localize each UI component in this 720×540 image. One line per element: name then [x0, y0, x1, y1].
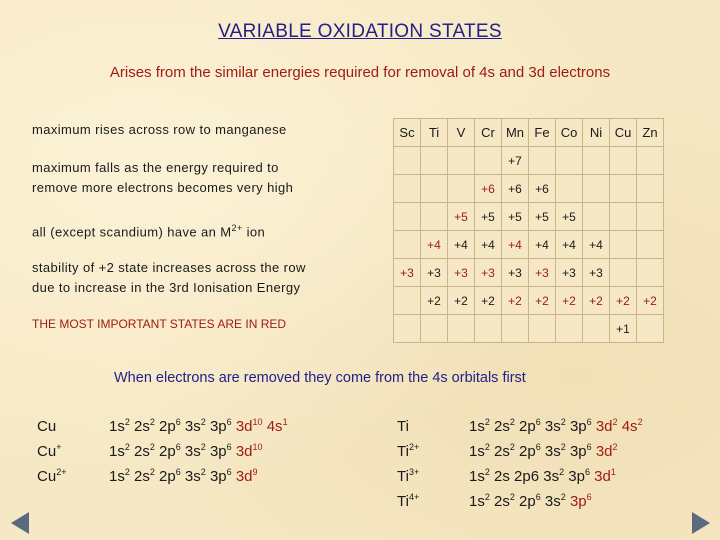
cu-ion-list: Cu Cu+ Cu2+ [37, 412, 66, 487]
state-cell: +3 [528, 258, 556, 287]
state-cell: +2 [528, 286, 556, 315]
ti-configurations: 1s2 2s2 2p6 3s2 3p6 3d2 4s2 1s2 2s2 2p6 … [469, 412, 643, 512]
ion-label: Cu [37, 418, 57, 435]
previous-slide-icon[interactable] [11, 512, 29, 534]
next-slide-icon[interactable] [692, 512, 710, 534]
state-cell: +1 [609, 314, 637, 343]
page-subtitle: Arises from the similar energies require… [109, 64, 611, 81]
state-cell: +4 [555, 230, 583, 259]
state-cell: +5 [528, 202, 556, 231]
state-row-plus4: +4 +4 +4 +4 +4 +4 +4 [393, 230, 664, 259]
ion-label: Cu2+ [37, 467, 67, 485]
state-cell: +5 [555, 202, 583, 231]
state-cell: +2 [501, 286, 529, 315]
element-header: Cu [609, 118, 637, 147]
state-cell: +6 [528, 174, 556, 203]
state-cell: +6 [501, 174, 529, 203]
note-important-states: THE MOST IMPORTANT STATES ARE IN RED [32, 317, 287, 331]
state-cell: +5 [501, 202, 529, 231]
state-cell: +3 [582, 258, 610, 287]
state-cell: +4 [501, 230, 529, 259]
state-row-plus2: +2 +2 +2 +2 +2 +2 +2 +2 +2 [393, 286, 664, 315]
state-cell: +4 [420, 230, 448, 259]
state-cell: +3 [501, 258, 529, 287]
state-cell: +4 [582, 230, 610, 259]
ti-2plus-config: 1s2 2s2 2p6 3s2 3p6 3d2 [469, 442, 618, 460]
state-cell: +3 [447, 258, 475, 287]
state-cell: +7 [501, 146, 529, 175]
state-row-plus6: +6 +6 +6 [393, 174, 664, 203]
state-cell: +4 [528, 230, 556, 259]
ion-label: Ti [397, 418, 409, 435]
ion-label: Cu+ [37, 442, 62, 460]
state-row-plus7: +7 [393, 146, 664, 175]
state-cell: +3 [420, 258, 448, 287]
ti-config: 1s2 2s2 2p6 3s2 3p6 3d2 4s2 [469, 417, 643, 435]
note-stability: stability of +2 state increases across t… [32, 260, 306, 295]
element-header: Sc [393, 118, 421, 147]
ti-4plus-config: 1s2 2s2 2p6 3s2 3p6 [469, 492, 592, 510]
state-cell: +2 [636, 286, 664, 315]
ion-label: Ti4+ [397, 492, 420, 510]
cu-configurations: 1s2 2s2 2p6 3s2 3p6 3d10 4s1 1s2 2s2 2p6… [109, 412, 288, 487]
state-row-plus3: +3 +3 +3 +3 +3 +3 +3 +3 [393, 258, 664, 287]
removal-statement: When electrons are removed they come fro… [114, 370, 526, 386]
element-header: Ni [582, 118, 610, 147]
state-cell: +2 [609, 286, 637, 315]
note-maximum-falls: maximum falls as the energy required to … [32, 160, 294, 195]
oxidation-state-table: Sc Ti V Cr Mn Fe Co Ni Cu Zn +7 +6 +6 +6… [393, 118, 664, 343]
element-header: V [447, 118, 475, 147]
state-cell: +6 [474, 174, 502, 203]
ti-3plus-config: 1s2 2s 2p6 3s2 3p6 3d1 [469, 467, 616, 485]
state-row-plus1: +1 [393, 314, 664, 343]
state-row-plus5: +5 +5 +5 +5 +5 [393, 202, 664, 231]
state-cell: +2 [474, 286, 502, 315]
state-cell: +4 [447, 230, 475, 259]
note-m2-ion: all (except scandium) have an M2+ ion [32, 223, 266, 240]
element-header: Cr [474, 118, 502, 147]
state-cell: +3 [393, 258, 421, 287]
state-cell: +2 [420, 286, 448, 315]
ion-label: Ti3+ [397, 467, 420, 485]
ion-label: Ti2+ [397, 442, 420, 460]
state-cell: +3 [474, 258, 502, 287]
cu-config: 1s2 2s2 2p6 3s2 3p6 3d10 4s1 [109, 417, 288, 435]
state-cell: +5 [474, 202, 502, 231]
state-cell: +2 [447, 286, 475, 315]
element-header-row: Sc Ti V Cr Mn Fe Co Ni Cu Zn [393, 118, 664, 147]
element-header: Zn [636, 118, 664, 147]
state-cell: +2 [582, 286, 610, 315]
state-cell: +4 [474, 230, 502, 259]
page-title: VARIABLE OXIDATION STATES [218, 21, 502, 42]
note-maximum-rises: maximum rises across row to manganese [32, 122, 287, 137]
state-cell: +5 [447, 202, 475, 231]
state-cell: +3 [555, 258, 583, 287]
cu-2plus-config: 1s2 2s2 2p6 3s2 3p6 3d9 [109, 467, 258, 485]
cu-plus-config: 1s2 2s2 2p6 3s2 3p6 3d10 [109, 442, 263, 460]
element-header: Ti [420, 118, 448, 147]
state-cell: +2 [555, 286, 583, 315]
element-header: Fe [528, 118, 556, 147]
ti-ion-list: Ti Ti2+ Ti3+ Ti4+ [397, 412, 419, 512]
element-header: Mn [501, 118, 529, 147]
element-header: Co [555, 118, 583, 147]
